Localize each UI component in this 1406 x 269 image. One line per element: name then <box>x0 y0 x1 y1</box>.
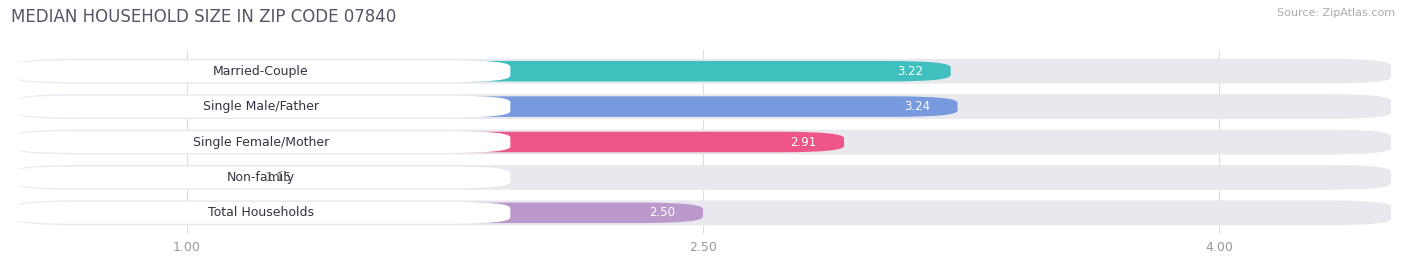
Text: Single Male/Father: Single Male/Father <box>202 100 319 113</box>
FancyBboxPatch shape <box>15 200 1391 225</box>
FancyBboxPatch shape <box>15 96 957 117</box>
Text: 2.91: 2.91 <box>790 136 817 148</box>
FancyBboxPatch shape <box>15 132 844 152</box>
Text: Married-Couple: Married-Couple <box>214 65 309 78</box>
Text: Total Households: Total Households <box>208 206 314 219</box>
FancyBboxPatch shape <box>11 131 510 153</box>
FancyBboxPatch shape <box>15 94 1391 119</box>
FancyBboxPatch shape <box>11 96 510 118</box>
FancyBboxPatch shape <box>15 61 950 82</box>
FancyBboxPatch shape <box>15 203 703 223</box>
Text: Single Female/Mother: Single Female/Mother <box>193 136 329 148</box>
Text: 3.24: 3.24 <box>904 100 929 113</box>
FancyBboxPatch shape <box>15 165 1391 190</box>
FancyBboxPatch shape <box>15 167 239 188</box>
Text: 1.15: 1.15 <box>266 171 292 184</box>
Text: 2.50: 2.50 <box>650 206 675 219</box>
FancyBboxPatch shape <box>11 167 510 188</box>
FancyBboxPatch shape <box>15 59 1391 84</box>
FancyBboxPatch shape <box>11 60 510 82</box>
FancyBboxPatch shape <box>15 130 1391 154</box>
Text: MEDIAN HOUSEHOLD SIZE IN ZIP CODE 07840: MEDIAN HOUSEHOLD SIZE IN ZIP CODE 07840 <box>11 8 396 26</box>
FancyBboxPatch shape <box>11 202 510 224</box>
Text: Non-family: Non-family <box>226 171 295 184</box>
Text: Source: ZipAtlas.com: Source: ZipAtlas.com <box>1277 8 1395 18</box>
Text: 3.22: 3.22 <box>897 65 924 78</box>
